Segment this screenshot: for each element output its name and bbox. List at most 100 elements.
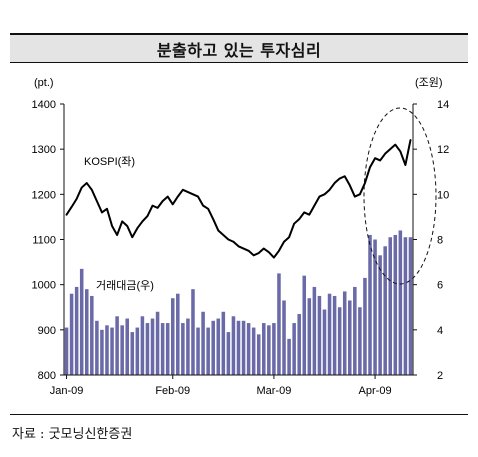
volume-bar bbox=[140, 316, 145, 375]
volume-bar bbox=[287, 338, 291, 375]
x-tick-label: Mar-09 bbox=[256, 385, 291, 397]
volume-bar bbox=[206, 327, 210, 375]
volume-bar bbox=[64, 327, 69, 375]
volume-bar bbox=[317, 295, 322, 375]
volume-bar bbox=[267, 325, 271, 375]
volume-bar bbox=[241, 320, 246, 375]
volume-bar bbox=[130, 332, 135, 375]
volume-bar bbox=[236, 320, 241, 375]
volume-bar bbox=[383, 246, 387, 375]
volume-bar bbox=[348, 300, 352, 375]
volume-bar bbox=[100, 329, 104, 375]
volume-bar bbox=[373, 239, 377, 375]
right-tick-label: 6 bbox=[437, 280, 443, 292]
volume-bar bbox=[145, 323, 150, 375]
left-tick-label: 800 bbox=[38, 370, 56, 382]
volume-bar bbox=[176, 293, 180, 375]
volume-bar bbox=[231, 316, 236, 375]
volume-bar bbox=[110, 327, 114, 375]
volume-bar bbox=[337, 307, 342, 375]
volume-bar bbox=[120, 325, 124, 375]
volume-bar bbox=[262, 323, 266, 375]
volume-bar bbox=[125, 318, 129, 375]
volume-bar bbox=[322, 309, 327, 375]
volume-bar bbox=[84, 289, 89, 375]
left-tick-label: 1400 bbox=[32, 99, 56, 111]
volume-bar bbox=[403, 237, 408, 375]
volume-bar bbox=[135, 327, 140, 375]
volume-bar bbox=[115, 316, 119, 375]
volume-bar bbox=[272, 323, 276, 375]
kospi-series-label: KOSPI(좌) bbox=[84, 155, 135, 168]
volume-bar bbox=[216, 318, 221, 375]
volume-bar bbox=[363, 277, 367, 375]
volume-bar bbox=[105, 325, 109, 375]
left-tick-label: 1200 bbox=[32, 189, 56, 201]
volume-bar bbox=[307, 298, 312, 375]
volume-bar bbox=[79, 268, 84, 375]
chart-title: 분출하고 있는 투자심리 bbox=[156, 40, 322, 60]
volume-bar bbox=[302, 275, 307, 375]
left-tick-label: 1000 bbox=[32, 280, 56, 292]
tick-labels: 800 900 1000 1100 1200 1300 1400 2 4 6 8 10 12 14 Jan-… bbox=[32, 99, 450, 397]
volume-bar bbox=[226, 332, 231, 375]
volume-bar bbox=[90, 295, 94, 375]
volume-bar bbox=[186, 318, 190, 375]
volume-bar bbox=[393, 234, 398, 375]
volume-series-label: 거래대금(우) bbox=[96, 279, 154, 292]
right-tick-label: 14 bbox=[437, 99, 449, 111]
volume-bar bbox=[165, 323, 170, 375]
volume-bar bbox=[398, 230, 403, 375]
volume-bar bbox=[378, 255, 382, 375]
volume-bar bbox=[388, 237, 393, 375]
left-tick-label: 1300 bbox=[32, 144, 56, 156]
volume-bar bbox=[297, 314, 301, 375]
volume-bar bbox=[312, 286, 317, 375]
volume-bar bbox=[256, 334, 261, 375]
volume-bar bbox=[95, 320, 99, 375]
volume-bar bbox=[191, 289, 195, 375]
volume-bar bbox=[201, 311, 205, 375]
volume-bar bbox=[155, 311, 160, 375]
right-axis-unit-label: (조원) bbox=[415, 76, 443, 89]
source-note: 자료 : 굿모닝신한증권 bbox=[12, 427, 133, 442]
volume-bar bbox=[342, 291, 347, 375]
volume-bars bbox=[64, 230, 413, 376]
volume-bar bbox=[282, 300, 286, 375]
right-tick-label: 8 bbox=[437, 235, 443, 247]
right-tick-label: 4 bbox=[437, 325, 443, 337]
volume-bar bbox=[246, 323, 251, 375]
highlight-ellipse bbox=[363, 107, 437, 285]
kospi-line bbox=[65, 139, 412, 259]
x-tick-label: Apr-09 bbox=[359, 385, 392, 397]
volume-bar bbox=[160, 323, 165, 375]
volume-bar bbox=[368, 234, 372, 375]
left-tick-label: 900 bbox=[38, 325, 56, 337]
volume-bar bbox=[408, 237, 413, 375]
right-tick-label: 12 bbox=[437, 144, 449, 156]
volume-bar bbox=[211, 320, 215, 375]
volume-bar bbox=[74, 286, 79, 375]
volume-bar bbox=[170, 298, 175, 375]
volume-bar bbox=[277, 273, 281, 376]
volume-bar bbox=[327, 293, 332, 375]
volume-bar bbox=[332, 295, 337, 375]
volume-bar bbox=[353, 286, 357, 375]
right-tick-label: 10 bbox=[437, 189, 449, 201]
left-tick-label: 1100 bbox=[32, 235, 56, 247]
volume-bar bbox=[69, 293, 74, 375]
right-tick-label: 2 bbox=[437, 370, 443, 382]
volume-bar bbox=[181, 323, 185, 375]
left-axis-unit-label: (pt.) bbox=[34, 77, 54, 89]
volume-bar bbox=[221, 311, 226, 375]
volume-bar bbox=[150, 318, 155, 375]
bottom-rule bbox=[10, 414, 468, 415]
chart-title-bar: 분출하고 있는 투자심리 bbox=[10, 33, 468, 63]
x-tick-label: Feb-09 bbox=[155, 385, 190, 397]
volume-bar bbox=[292, 323, 296, 375]
x-tick-label: Jan-09 bbox=[50, 385, 84, 397]
volume-bar bbox=[251, 327, 256, 375]
volume-bar bbox=[358, 307, 362, 375]
